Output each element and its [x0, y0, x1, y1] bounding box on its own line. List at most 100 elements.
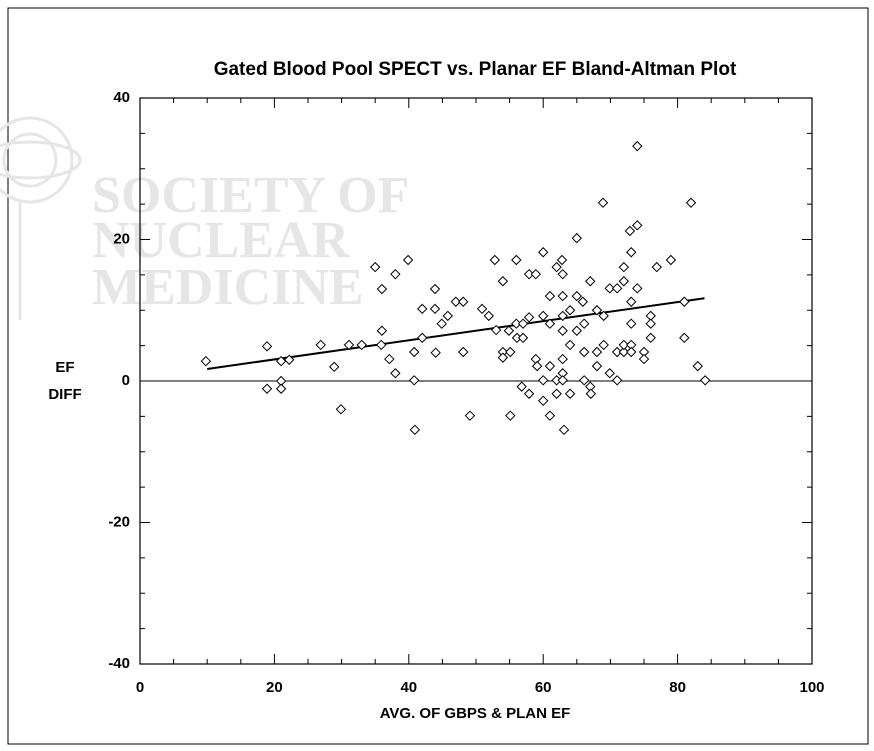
point — [408, 346, 420, 358]
point — [517, 318, 529, 329]
y-axis-label: EF — [55, 359, 74, 376]
chart-title: Gated Blood Pool SPECT vs. Planar EF Bla… — [214, 59, 737, 80]
point — [645, 318, 656, 329]
point — [511, 254, 522, 266]
point — [523, 388, 535, 399]
point — [458, 296, 469, 307]
point — [556, 254, 568, 266]
point — [497, 352, 509, 363]
x-tick-label: 20 — [266, 679, 283, 696]
point — [537, 395, 549, 407]
point — [557, 325, 568, 336]
point — [604, 283, 615, 294]
x-tick-label: 40 — [400, 679, 417, 696]
point — [376, 339, 387, 351]
point — [436, 318, 447, 329]
point — [558, 424, 570, 436]
point — [557, 290, 568, 302]
point — [618, 276, 630, 287]
point — [638, 353, 650, 365]
point — [591, 360, 603, 372]
point — [571, 290, 583, 302]
point — [626, 247, 637, 258]
point — [557, 353, 568, 365]
point — [384, 353, 395, 365]
point — [626, 346, 637, 358]
point — [571, 325, 583, 336]
point — [557, 268, 568, 280]
point — [611, 375, 623, 386]
point — [578, 318, 590, 329]
x-tick-label: 60 — [535, 679, 552, 696]
point — [597, 197, 609, 208]
point — [503, 325, 515, 336]
point — [523, 312, 535, 323]
point — [591, 346, 603, 358]
point — [544, 410, 556, 421]
watermark-emblem — [0, 116, 82, 320]
point — [523, 268, 535, 280]
point — [417, 303, 428, 315]
point — [618, 346, 630, 358]
point — [537, 375, 549, 386]
point — [551, 261, 562, 273]
point — [369, 261, 381, 273]
y-tick-label: 0 — [122, 372, 130, 389]
point — [530, 268, 542, 280]
point — [626, 296, 637, 307]
point — [200, 355, 212, 367]
point — [430, 347, 441, 358]
point — [618, 339, 630, 351]
point — [531, 360, 543, 372]
y-tick-label: -20 — [108, 513, 130, 530]
point — [458, 346, 469, 358]
point — [464, 410, 476, 421]
point — [645, 332, 656, 344]
point — [343, 339, 355, 351]
point — [626, 318, 637, 329]
point — [578, 375, 590, 386]
point — [483, 310, 494, 322]
point — [356, 339, 367, 351]
point — [511, 318, 522, 329]
point — [429, 303, 441, 315]
point — [329, 361, 340, 373]
point — [598, 339, 609, 351]
point — [390, 368, 401, 379]
point — [585, 276, 596, 287]
watermark: NUCLEAR — [92, 212, 351, 269]
point — [516, 381, 527, 392]
point — [544, 360, 556, 372]
x-axis-label: AVG. OF GBPS & PLAN EF — [380, 705, 571, 722]
point — [442, 310, 453, 322]
point — [335, 404, 347, 415]
point — [275, 383, 287, 394]
point — [564, 305, 576, 316]
y-tick-label: 20 — [113, 230, 130, 247]
point — [261, 341, 273, 352]
point — [692, 360, 703, 372]
point — [632, 220, 643, 231]
point — [544, 290, 556, 302]
watermark: MEDICINE — [92, 259, 364, 316]
point — [417, 332, 428, 344]
point — [679, 296, 690, 307]
point — [409, 424, 421, 436]
point — [408, 375, 420, 386]
point — [679, 332, 690, 344]
point — [611, 346, 623, 358]
y-axis-label: DIFF — [48, 386, 81, 403]
point — [591, 305, 603, 316]
point — [489, 254, 501, 266]
point — [665, 254, 677, 266]
point — [551, 388, 562, 399]
point — [283, 354, 295, 365]
point — [376, 325, 388, 336]
point — [537, 310, 549, 322]
point — [450, 296, 462, 307]
point — [651, 261, 662, 273]
point — [376, 283, 388, 295]
x-tick-label: 100 — [799, 679, 824, 696]
x-tick-label: 0 — [136, 679, 144, 696]
